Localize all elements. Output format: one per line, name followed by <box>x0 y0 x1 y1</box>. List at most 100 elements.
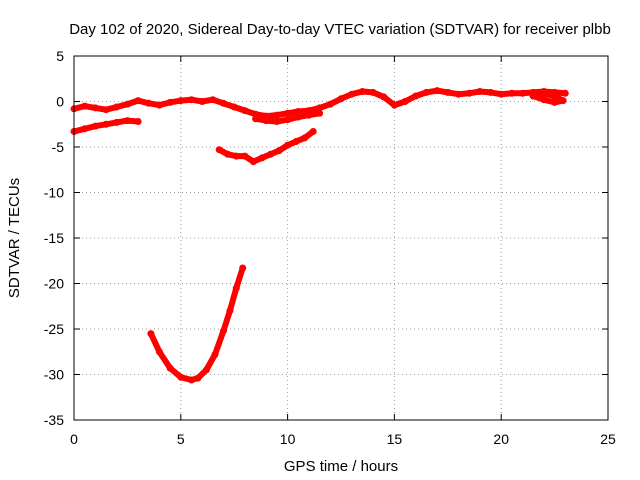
axis-ticks: 0 5 10 15 20 25 5 0 -5 -10 -15 -20 -25 -30 -35 <box>44 48 616 447</box>
data-point <box>134 97 142 105</box>
data-point <box>390 101 398 109</box>
data-point <box>147 330 155 338</box>
data-point <box>497 90 505 98</box>
data-point <box>232 152 240 160</box>
data-point <box>561 89 569 97</box>
data-point <box>262 117 270 125</box>
data-point <box>275 147 283 155</box>
y-tick-label: -10 <box>44 185 64 201</box>
data-point <box>519 89 527 97</box>
data-point <box>102 106 110 114</box>
data-point <box>166 98 174 106</box>
data-point <box>113 118 121 126</box>
data-point <box>433 87 441 95</box>
data-point <box>252 115 260 123</box>
x-tick-label: 0 <box>70 431 78 447</box>
data-point <box>198 98 206 105</box>
data-point <box>559 97 567 105</box>
data-point <box>301 134 309 142</box>
data-point <box>230 103 238 111</box>
x-tick-label: 20 <box>493 431 509 447</box>
data-point <box>188 376 195 384</box>
data-point <box>551 92 559 100</box>
y-tick-label: -15 <box>44 230 64 246</box>
y-tick-label: -35 <box>44 412 64 428</box>
data-point <box>294 113 302 121</box>
y-tick-label: -5 <box>52 139 65 155</box>
data-point <box>177 373 185 381</box>
data-point <box>337 95 345 103</box>
data-point <box>220 327 227 335</box>
data-point <box>551 98 559 106</box>
data-point <box>284 116 292 124</box>
y-tick-label: -25 <box>44 321 64 337</box>
data-point <box>155 348 163 356</box>
data-point <box>123 100 131 108</box>
data-point <box>226 307 234 315</box>
data-point <box>202 366 210 374</box>
data-point <box>224 150 232 158</box>
y-tick-label: -20 <box>44 276 64 292</box>
data-point <box>123 117 131 125</box>
data-point <box>209 96 217 104</box>
y-axis-label: SDTVAR / TECUs <box>6 178 23 298</box>
data-series <box>70 87 569 384</box>
y-tick-label: -30 <box>44 367 64 383</box>
data-point <box>294 108 302 115</box>
data-point <box>239 264 247 272</box>
data-point <box>91 104 99 112</box>
x-tick-label: 15 <box>387 431 403 447</box>
data-point <box>166 364 174 372</box>
data-point <box>529 92 537 100</box>
y-tick-label: 0 <box>56 94 64 110</box>
grid <box>74 56 608 420</box>
data-point <box>258 154 266 162</box>
data-point <box>455 90 462 98</box>
data-point <box>267 150 274 158</box>
data-point <box>232 284 240 292</box>
data-point <box>465 89 473 97</box>
data-point <box>91 122 99 130</box>
x-axis-label: GPS time / hours <box>284 458 398 475</box>
data-point <box>401 98 409 105</box>
data-point <box>412 92 420 100</box>
data-point <box>348 90 356 98</box>
data-point <box>273 118 281 125</box>
data-point <box>487 88 494 96</box>
data-point <box>326 100 334 108</box>
x-tick-label: 25 <box>600 431 616 447</box>
data-point <box>292 138 300 145</box>
data-point <box>102 120 110 128</box>
data-point <box>249 158 257 166</box>
data-point <box>81 102 89 110</box>
data-point <box>211 351 219 358</box>
data-point <box>284 109 292 117</box>
data-point <box>194 374 202 382</box>
data-point <box>422 88 430 96</box>
data-point <box>369 88 377 96</box>
data-point <box>273 111 281 119</box>
x-tick-label: 10 <box>280 431 296 447</box>
data-point <box>540 89 548 97</box>
data-point <box>113 103 121 111</box>
data-point <box>540 96 548 104</box>
data-point <box>476 88 484 95</box>
data-point <box>177 97 185 105</box>
data-point <box>81 125 89 133</box>
data-point <box>309 128 317 135</box>
y-tick-label: 5 <box>56 48 64 64</box>
data-point <box>134 118 142 125</box>
data-point <box>380 93 388 101</box>
data-point <box>508 89 516 97</box>
data-point <box>215 146 223 154</box>
data-point <box>188 96 195 104</box>
data-point <box>241 152 249 160</box>
data-point <box>358 88 366 95</box>
data-point <box>145 99 153 107</box>
chart-title: Day 102 of 2020, Sidereal Day-to-day VTE… <box>69 21 611 38</box>
data-point <box>444 88 452 96</box>
data-point <box>220 99 227 107</box>
data-point <box>305 111 313 119</box>
